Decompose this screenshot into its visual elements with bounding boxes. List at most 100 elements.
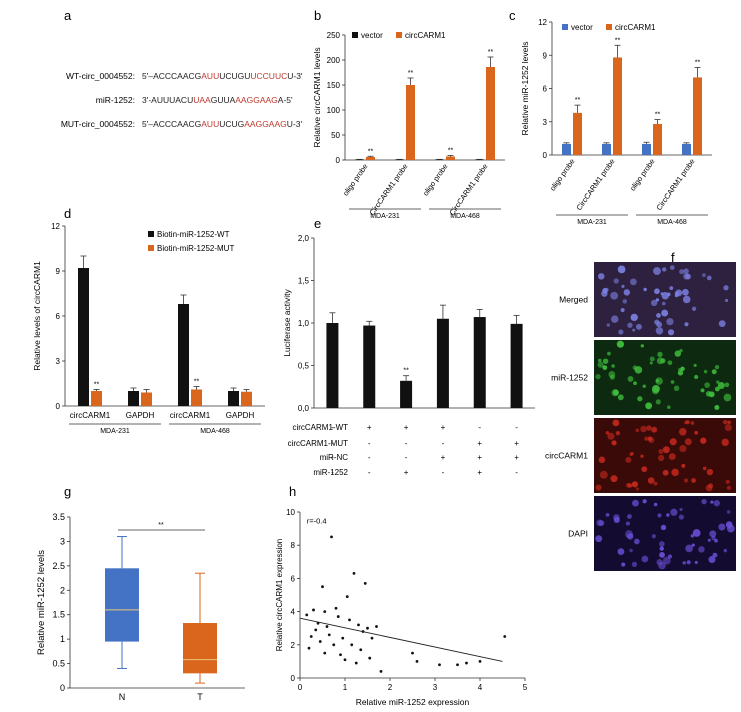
cell-dot — [723, 285, 729, 291]
cell-dot — [613, 278, 619, 284]
significance-mark: ** — [695, 59, 701, 66]
cell-dot — [657, 513, 662, 518]
x-tick-label: oligo probe — [421, 162, 450, 198]
scatter-point — [343, 658, 347, 662]
group-label: MDA-468 — [657, 219, 687, 226]
cell-dot — [655, 377, 663, 385]
cell-dot — [678, 514, 685, 520]
cell-dot — [642, 499, 647, 504]
cell-dot — [598, 456, 606, 464]
significance-mark: ** — [94, 382, 100, 389]
cell-dot — [610, 475, 618, 483]
cell-dot — [706, 275, 712, 281]
panel-a-sequences: WT-circ_0004552: 5'–ACCCAACGAUUUCUGUUCCUU… — [61, 71, 303, 129]
cell-dot — [655, 399, 661, 405]
cell-dot — [657, 351, 663, 358]
y-tick-label: 0 — [291, 674, 296, 683]
sequence-segment: UCUG — [219, 119, 244, 129]
cell-dot — [635, 487, 639, 491]
condition-sign: + — [404, 423, 409, 432]
y-tick-label: 0 — [60, 683, 65, 693]
cell-dot — [659, 551, 665, 558]
group-label: MDA-231 — [100, 428, 130, 435]
bar — [406, 85, 415, 160]
scatter-point — [415, 660, 419, 663]
significance-mark: ** — [575, 97, 581, 104]
legend-label: Biotin-miR-1252-MUT — [157, 244, 234, 253]
cell-dot — [655, 379, 659, 383]
cell-dot — [721, 438, 729, 447]
x-tick-label: GAPDH — [126, 411, 155, 420]
cell-dot — [667, 329, 675, 336]
cell-dot — [612, 389, 619, 396]
legend-label: Biotin-miR-1252-WT — [157, 230, 230, 239]
panel-label-g: g — [64, 484, 71, 499]
cell-dot — [633, 381, 637, 386]
cell-dot — [618, 266, 623, 271]
cell-dot — [598, 273, 605, 280]
cell-dot — [694, 430, 699, 435]
cell-dot — [684, 478, 689, 483]
panel-b-chart: 0 50 100 150 200 250 Relative circCARM1 levels… — [312, 31, 505, 220]
legend-label: circCARM1 — [615, 23, 656, 32]
x-tick-label: oligo probe — [341, 162, 370, 198]
x-tick-label: CircCARM1 probe — [654, 157, 696, 212]
bar — [562, 143, 571, 155]
image-label: miR-1252 — [551, 373, 588, 383]
cell-dot — [662, 446, 670, 454]
scatter-point — [456, 663, 459, 667]
cell-dot — [702, 273, 706, 278]
cell-dot — [599, 470, 608, 479]
cell-dot — [607, 432, 615, 440]
y-tick-label: 50 — [331, 131, 340, 140]
cell-dot — [726, 485, 732, 491]
cell-dot — [681, 463, 686, 468]
cell-dot — [653, 502, 658, 507]
bar — [486, 67, 495, 160]
cell-dot — [632, 328, 636, 332]
significance-mark: ** — [488, 49, 494, 56]
x-tick-label: 1 — [343, 683, 348, 692]
condition-sign: - — [442, 468, 445, 477]
scatter-point — [375, 625, 378, 628]
y-tick-label: 1 — [60, 634, 65, 644]
scatter-point — [325, 625, 329, 628]
cell-dot — [661, 309, 669, 317]
scatter-point — [363, 581, 367, 585]
cell-dot — [643, 287, 647, 292]
cell-dot — [694, 374, 699, 380]
x-tick-label: circCARM1 — [170, 411, 211, 420]
scatter-point — [357, 623, 360, 627]
x-tick-label: oligo probe — [628, 157, 657, 193]
significance-mark: ** — [368, 148, 374, 155]
legend-swatch — [352, 32, 358, 38]
cell-dot — [662, 469, 669, 476]
cell-dot — [690, 421, 695, 425]
panel-label-b: b — [314, 8, 321, 23]
cell-dot — [625, 521, 630, 526]
condition-sign: + — [404, 468, 409, 477]
y-tick-label: 100 — [327, 106, 341, 115]
cell-dot — [654, 288, 660, 295]
cell-dot — [612, 419, 620, 427]
cell-dot — [602, 365, 608, 370]
sequence-name: WT-circ_0004552: — [66, 71, 135, 81]
cell-dot — [667, 360, 673, 366]
cell-dot — [656, 559, 663, 566]
panel-h-chart: 0 2 4 6 8 10 0 1 2 3 4 5 Relative miR-1252 expressio… — [275, 508, 528, 707]
cell-dot — [640, 454, 644, 458]
cell-dot — [630, 313, 638, 322]
condition-sign: - — [368, 453, 371, 462]
condition-sign: + — [441, 423, 446, 432]
x-axis-label: Relative miR-1252 expression — [356, 697, 470, 707]
microscopy-image — [594, 340, 736, 415]
cell-dot — [595, 484, 602, 491]
condition-sign: + — [367, 423, 372, 432]
panel-g-chart: 0 0.5 1 1.5 2 2.5 3 3.5 Relative miR-1252 levels… — [36, 512, 245, 702]
bar — [241, 391, 252, 406]
scatter-point — [332, 643, 336, 647]
cell-dot — [702, 466, 707, 471]
cell-dot — [714, 538, 718, 543]
cell-dot — [691, 306, 697, 311]
